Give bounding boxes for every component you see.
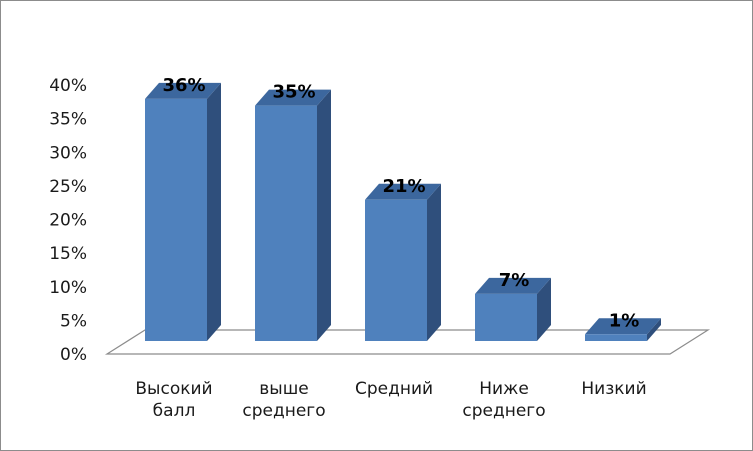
bar	[145, 98, 207, 342]
y-tick-label: 5%	[60, 311, 87, 331]
bar-side	[427, 183, 441, 341]
y-tick-label: 35%	[49, 110, 87, 130]
bar-top	[365, 183, 441, 200]
bar	[255, 105, 317, 341]
x-category-label: Средний	[355, 379, 433, 399]
x-category-label: Высокий балл	[135, 379, 212, 421]
y-tick-label: 30%	[49, 143, 87, 163]
data-label: 21%	[382, 176, 425, 197]
x-category-label: выше среднего	[242, 379, 325, 421]
y-tick-label: 15%	[49, 244, 87, 264]
bar-top	[255, 89, 331, 106]
bar	[475, 293, 537, 341]
bar	[365, 199, 427, 341]
bar-top	[475, 277, 551, 294]
x-category-label: Ниже среднего	[462, 379, 545, 421]
data-label: 35%	[272, 82, 315, 103]
data-label: 36%	[162, 75, 205, 96]
data-label: 1%	[609, 310, 640, 331]
bar	[585, 334, 647, 341]
x-category-label: Низкий	[581, 379, 646, 399]
y-tick-label: 10%	[49, 278, 87, 298]
data-label: 7%	[499, 270, 530, 291]
bar-side	[207, 82, 221, 342]
y-tick-label: 0%	[60, 345, 87, 365]
y-tick-label: 25%	[49, 177, 87, 197]
bar-top	[585, 318, 661, 335]
y-tick-label: 40%	[49, 76, 87, 96]
bar-side	[647, 318, 661, 341]
bar-top	[145, 82, 221, 99]
y-tick-label: 20%	[49, 211, 87, 231]
bar-side	[537, 277, 551, 341]
bar-side	[317, 89, 331, 341]
